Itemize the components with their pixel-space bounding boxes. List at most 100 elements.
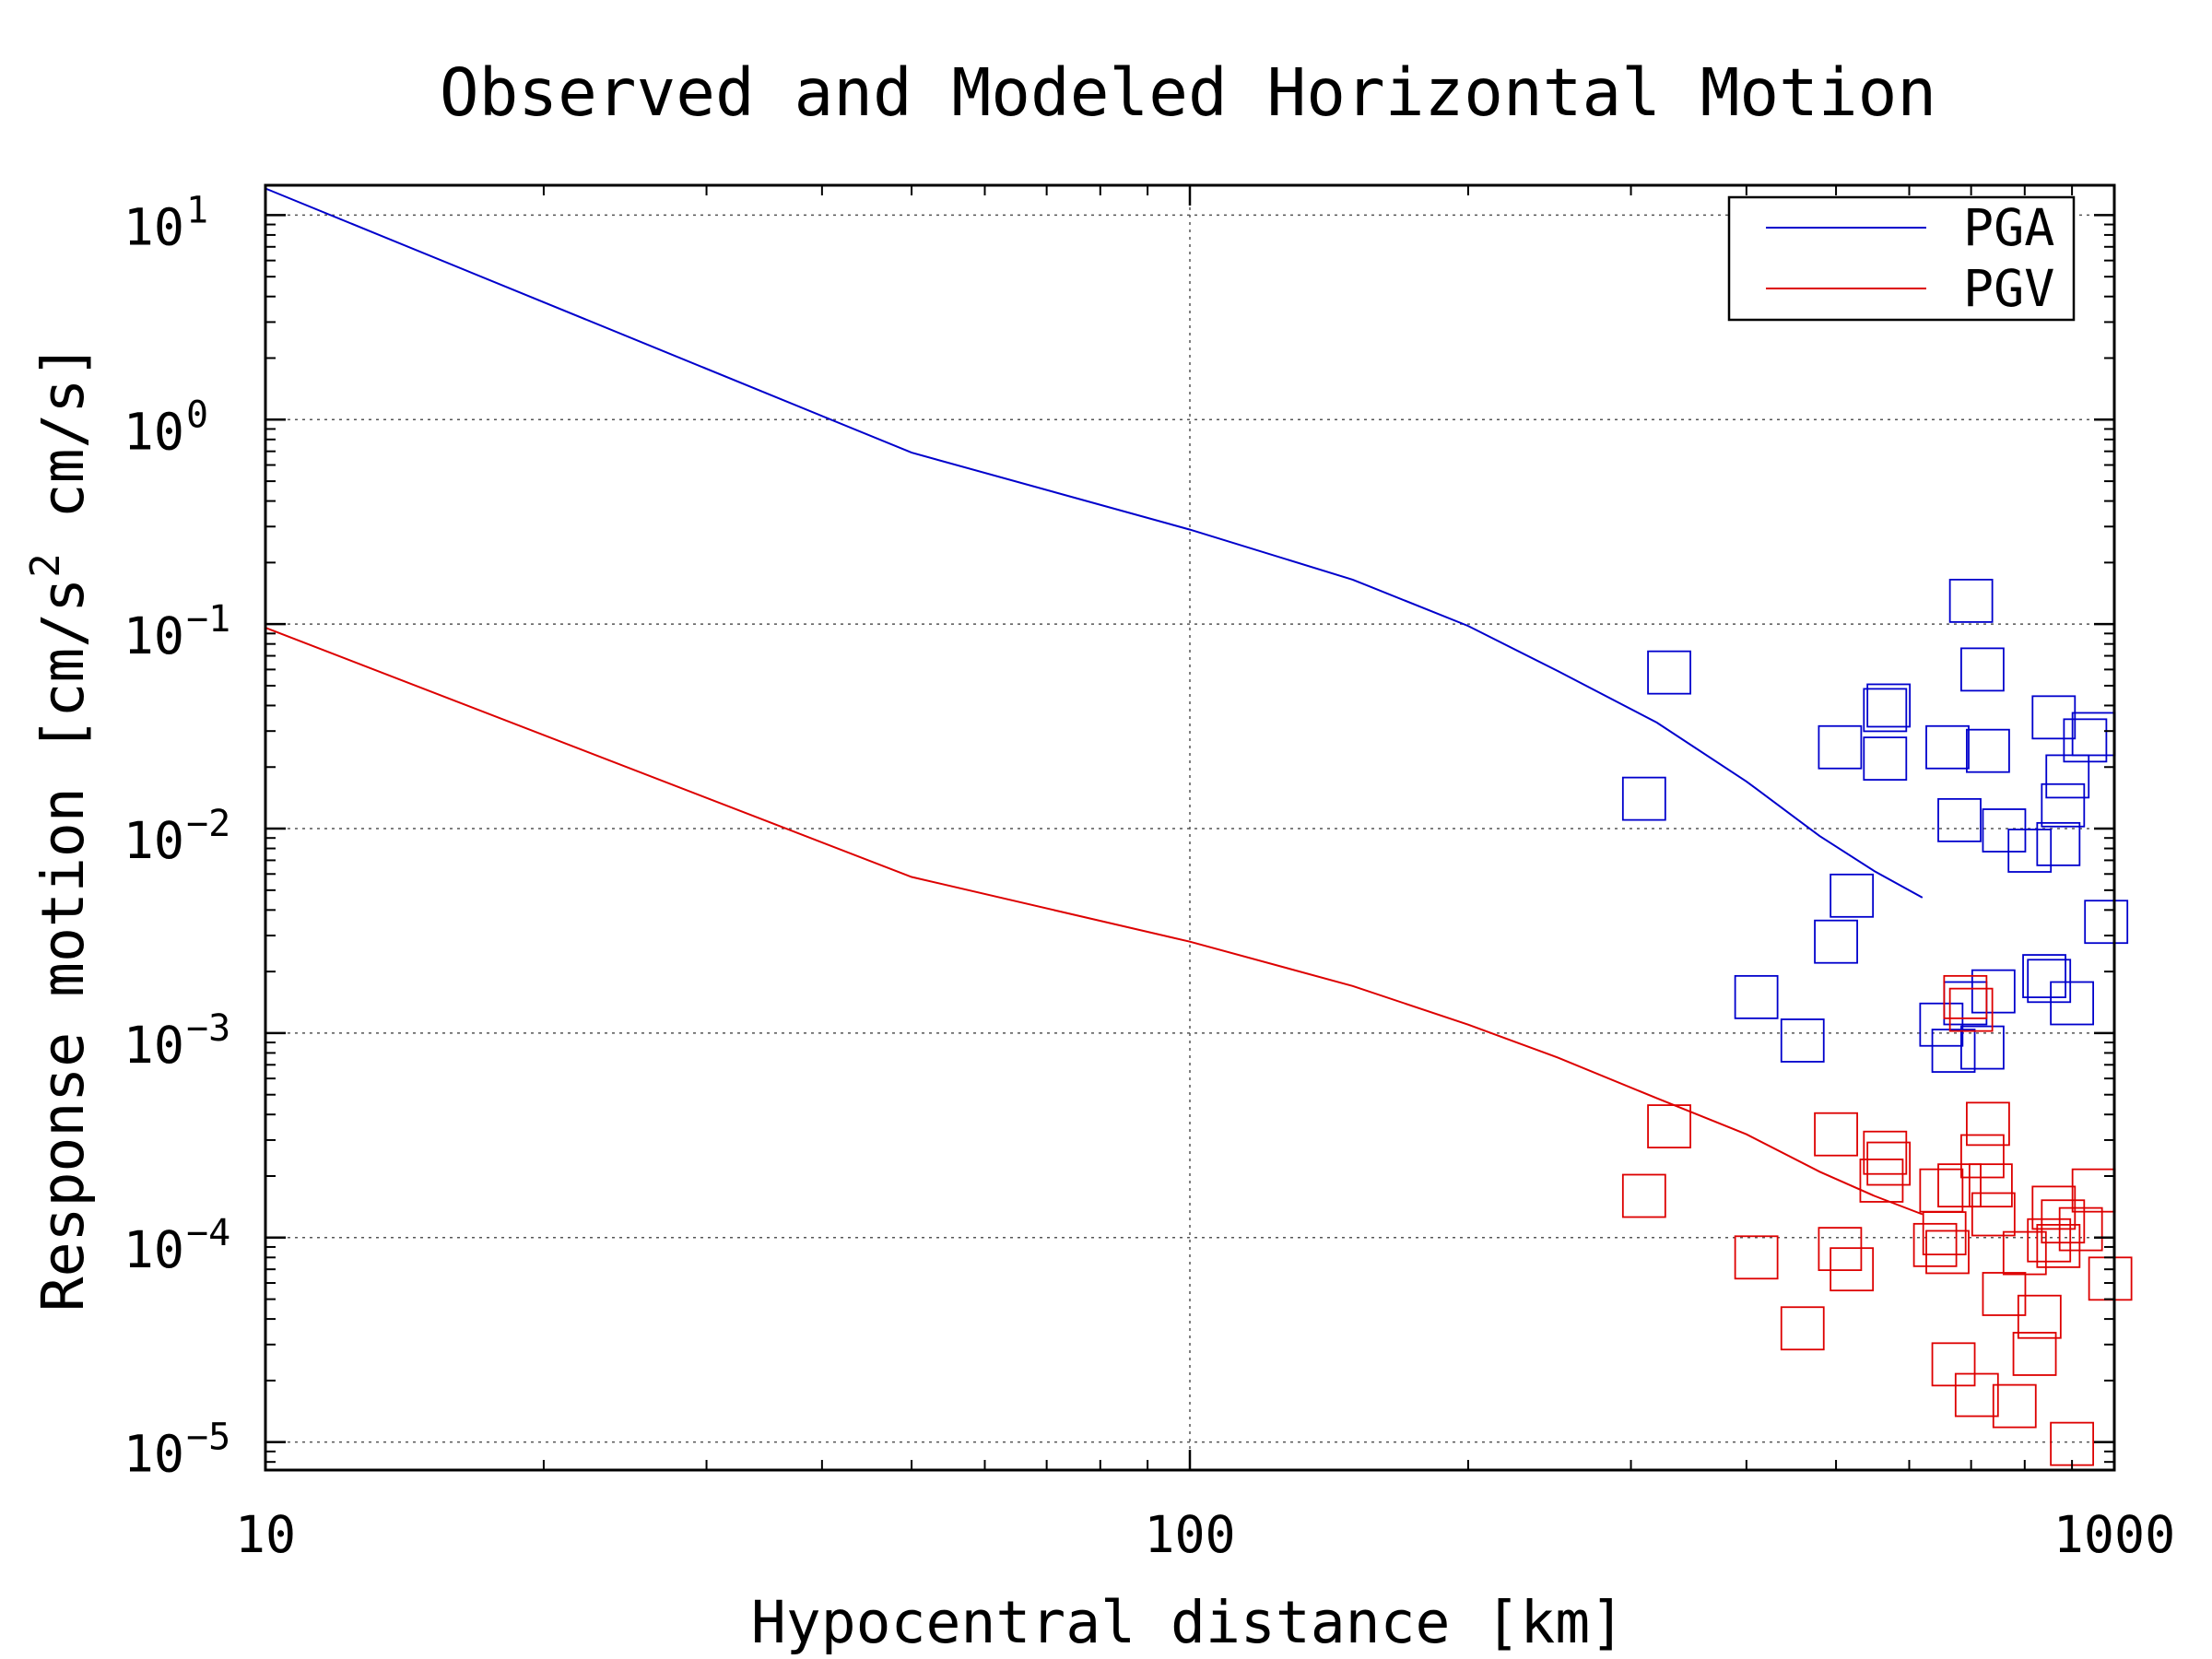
legend-box <box>1727 195 2076 322</box>
y-axis-label-main: Response motion [cm/s <box>29 578 97 1312</box>
legend-label-pga: PGA <box>1963 198 2054 257</box>
y-tick-label-exponent: −3 <box>186 1007 230 1050</box>
x-tick-label: 1000 <box>2053 1505 2175 1564</box>
data-point <box>1866 683 1912 728</box>
observed-markers <box>1621 578 2129 1073</box>
y-tick-label: 10 −5 <box>124 1417 230 1484</box>
data-point <box>2050 981 2095 1026</box>
x-tick-labels: 10 100 1000 <box>235 1505 2175 1564</box>
axis-ticks <box>264 185 2116 1470</box>
data-point <box>1830 1247 1875 1292</box>
data-point <box>1925 724 1970 770</box>
series-line-pgv <box>265 627 1924 1216</box>
data-point <box>2012 1332 2057 1376</box>
legend: PGA PGV <box>1727 195 2076 322</box>
y-tick-label-exponent: 0 <box>186 394 208 436</box>
data-point <box>1621 1173 1666 1218</box>
data-point <box>1925 1230 1970 1275</box>
y-tick-label: 10 −3 <box>124 1007 230 1075</box>
data-point <box>1982 808 2027 853</box>
y-tick-label: 10 0 <box>124 394 208 461</box>
data-point <box>2017 1294 2062 1339</box>
x-axis-label: Hypocentral distance [km] <box>751 1589 1625 1656</box>
data-point <box>1814 919 1858 964</box>
data-point <box>2058 1206 2103 1252</box>
data-point <box>2045 754 2090 799</box>
data-point <box>1912 1222 1958 1267</box>
data-point <box>1966 728 2010 773</box>
data-point <box>1814 1112 1858 1157</box>
data-point <box>2041 1199 2086 1244</box>
y-tick-label-exponent: 1 <box>186 189 208 231</box>
data-point <box>1830 873 1875 918</box>
data-point <box>2041 782 2086 828</box>
data-point <box>1734 1235 1779 1280</box>
data-point <box>1818 1227 1863 1272</box>
data-point <box>1866 1141 1912 1186</box>
y-tick-label-exponent: −5 <box>186 1417 230 1459</box>
data-point <box>1943 974 1988 1019</box>
data-point <box>1960 1134 2005 1179</box>
data-point <box>1968 1163 2013 1208</box>
data-point <box>1922 1211 1967 1255</box>
data-point <box>2002 1230 2047 1276</box>
y-tick-label: 10 1 <box>124 189 208 256</box>
data-point <box>1647 1104 1691 1148</box>
data-point <box>1818 724 1863 770</box>
data-point <box>1992 1383 2037 1429</box>
grid-lines <box>265 185 2114 1470</box>
data-point <box>1647 650 1691 695</box>
data-point <box>1863 736 1908 781</box>
y-tick-label-base: 10 <box>124 1016 184 1075</box>
data-point <box>2027 959 2072 1004</box>
data-point <box>1937 1163 1982 1208</box>
data-point <box>1954 1372 1999 1418</box>
y-tick-label-exponent: −2 <box>186 803 230 845</box>
y-tick-label: 10 −2 <box>124 803 230 870</box>
plot-series <box>265 187 2133 1466</box>
data-point <box>1780 1306 1825 1351</box>
data-point <box>2027 1218 2072 1263</box>
data-point <box>2022 954 2066 998</box>
data-point <box>2007 829 2053 873</box>
chart-title: Observed and Modeled Horizontal Motion <box>440 54 1936 131</box>
y-axis-label: Response motion [cm/s2 cm/s] <box>22 344 97 1312</box>
x-tick-label: 10 <box>235 1505 296 1564</box>
data-point <box>2036 1223 2081 1268</box>
data-point <box>2036 821 2081 866</box>
y-tick-label-exponent: −1 <box>186 598 230 641</box>
y-tick-label-base: 10 <box>124 402 184 461</box>
data-point <box>1919 1002 1964 1047</box>
data-point <box>1948 578 1994 623</box>
data-point <box>1971 1192 2016 1237</box>
y-tick-label-base: 10 <box>124 1425 184 1484</box>
data-point <box>1931 1029 1976 1073</box>
data-point <box>1948 987 1994 1032</box>
data-point <box>1960 1025 2005 1070</box>
y-tick-label: 10 −4 <box>124 1212 230 1279</box>
data-point <box>1931 1342 1976 1387</box>
y-tick-label-base: 10 <box>124 811 184 870</box>
data-point <box>2063 718 2108 763</box>
series-line-pga <box>265 187 1924 899</box>
y-tick-label-base: 10 <box>124 606 184 665</box>
data-point <box>1863 1130 1908 1175</box>
y-tick-label: 10 −1 <box>124 598 230 665</box>
x-tick-label: 100 <box>1144 1505 1235 1564</box>
y-axis-label-tail: cm/s] <box>29 344 97 554</box>
data-point <box>1859 1159 1904 1203</box>
data-point <box>1780 1018 1825 1063</box>
data-point <box>1937 797 1982 842</box>
data-point <box>1966 1101 2010 1147</box>
y-tick-label-exponent: −4 <box>186 1212 230 1254</box>
y-axis-label-superscript: 2 <box>22 553 69 578</box>
data-point <box>1621 776 1666 821</box>
legend-label-pgv: PGV <box>1963 259 2054 318</box>
data-point <box>1734 974 1779 1019</box>
data-point <box>1960 647 2005 692</box>
y-tick-label-base: 10 <box>124 197 184 256</box>
y-tick-label-base: 10 <box>124 1220 184 1279</box>
data-point <box>2084 900 2129 945</box>
